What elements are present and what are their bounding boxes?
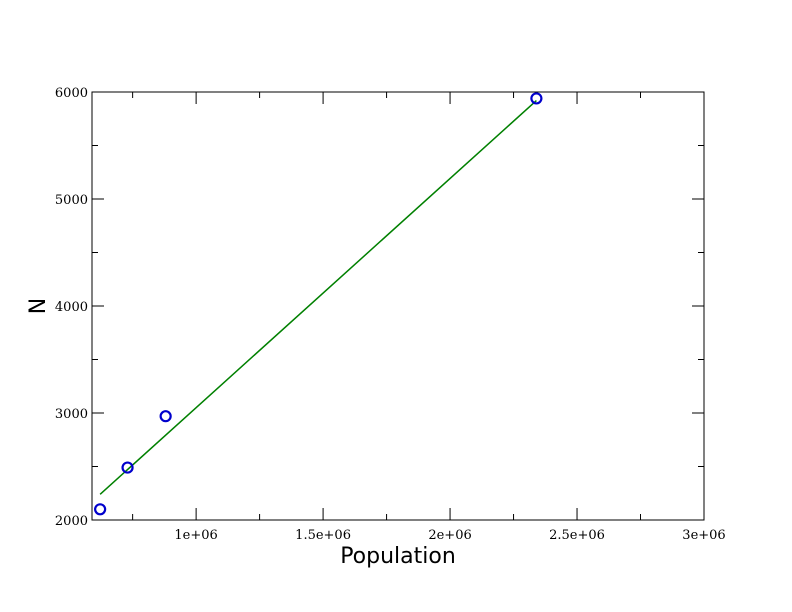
x-tick-label: 3e+06 [682,528,725,543]
tick-labels: 1e+06 1.5e+06 2e+06 2.5e+06 3e+06 2000 3000 400… [55,86,726,543]
axis-ticks [92,91,705,521]
x-axis-title: Population [340,544,456,569]
x-tick-label: 2.5e+06 [549,528,605,543]
plot-frame [91,91,705,521]
y-tick-label: 5000 [55,193,88,208]
data-point [121,461,134,474]
x-tick-label: 1.5e+06 [295,528,351,543]
y-tick-label: 6000 [55,86,88,101]
plot-series [94,92,543,516]
y-axis-title: N [26,298,51,314]
x-tick-label: 1e+06 [174,528,217,543]
data-point [94,503,107,516]
x-tick-label: 2e+06 [428,528,471,543]
data-point [159,410,172,423]
fit-line [99,100,537,495]
y-tick-label: 3000 [55,407,88,422]
y-tick-label: 4000 [55,300,88,315]
data-point [530,92,543,105]
y-tick-label: 2000 [55,514,88,529]
